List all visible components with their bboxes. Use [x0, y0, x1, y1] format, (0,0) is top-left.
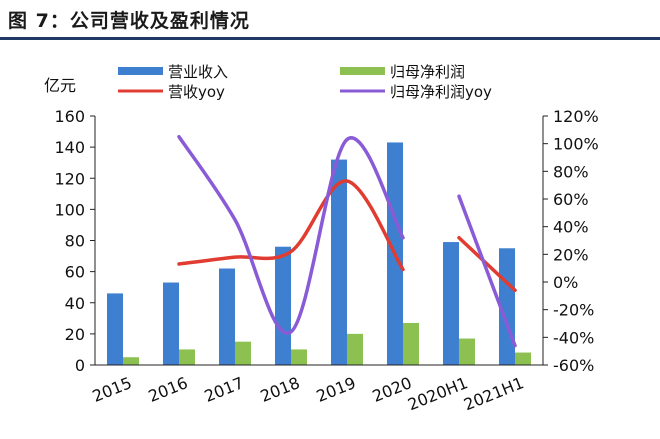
line-revenue-yoy-segment-0 — [177, 179, 405, 272]
chart-legend: 营业收入 归母净利润 营收yoy 归母净利润yoy — [118, 63, 492, 101]
y-axis-unit-label: 亿元 — [44, 76, 76, 95]
x-tick-label: 2015 — [90, 373, 135, 406]
y-left-tick-label: 140 — [54, 138, 85, 157]
y-right-tick-label: -40% — [553, 328, 594, 347]
bar-revenue-2016 — [163, 282, 179, 365]
bar-net-profit-2017 — [235, 341, 251, 365]
y-left-tick-label: 160 — [54, 107, 85, 126]
y-left-tick-label: 40 — [65, 294, 85, 313]
x-tick-label: 2021H1 — [461, 373, 526, 414]
bar-net-profit-2016 — [179, 349, 195, 365]
x-tick-label: 2019 — [314, 373, 359, 406]
y-right-tick-label: 40% — [553, 218, 589, 237]
legend-swatch-revenue — [118, 67, 163, 75]
bar-net-profit-2018 — [291, 349, 307, 365]
line-net-profit-yoy-segment-0 — [177, 135, 405, 335]
bar-revenue-2015 — [107, 293, 123, 365]
y-left-tick-label: 0 — [75, 356, 85, 375]
x-tick-label: 2017 — [202, 373, 247, 406]
bar-net-profit-2020H1 — [459, 338, 475, 365]
plot-area: 0 20 40 60 80 100 120 140 160 -60% -40% -20% 0% 20% 40… — [54, 107, 598, 414]
legend-label-net-profit-yoy: 归母净利润yoy — [390, 83, 492, 101]
bar-net-profit-2021H1 — [515, 352, 531, 365]
bar-revenue-2017 — [219, 268, 235, 365]
legend-label-revenue: 营业收入 — [168, 63, 228, 81]
x-tick-label: 2020H1 — [405, 373, 470, 414]
line-revenue-yoy-segment-1 — [457, 235, 517, 293]
y-right-tick-label: -60% — [553, 356, 594, 375]
bar-revenue-2018 — [275, 246, 291, 365]
y-left-tick-label: 60 — [65, 263, 85, 282]
y-right-tick-label: 100% — [553, 135, 599, 154]
figure-title: 图 7：公司营收及盈利情况 — [8, 10, 250, 32]
bar-net-profit-2015 — [123, 357, 139, 365]
y-right-tick-label: 20% — [553, 245, 589, 264]
y-left-tick-label: 80 — [65, 232, 85, 251]
y-left-tick-label: 100 — [54, 200, 85, 219]
y-right-tick-label: 60% — [553, 190, 589, 209]
y-left-tick-label: 20 — [65, 325, 85, 344]
bar-net-profit-2019 — [347, 333, 363, 365]
y-left-tick-label: 120 — [54, 169, 85, 188]
bar-net-profit-2020 — [403, 322, 419, 365]
bar-revenue-2020H1 — [443, 242, 459, 365]
y-right-tick-label: 80% — [553, 162, 589, 181]
legend-label-net-profit: 归母净利润 — [390, 63, 465, 81]
y-right-tick-label: -20% — [553, 301, 594, 320]
x-tick-label: 2018 — [258, 373, 303, 406]
figure-title-bar: 图 7：公司营收及盈利情况 — [0, 0, 660, 40]
line-net-profit-yoy-segment-1 — [457, 194, 517, 348]
y-right-tick-label: 0% — [553, 273, 578, 292]
bar-revenue-2019 — [331, 159, 347, 365]
title-underline — [0, 37, 660, 40]
legend-swatch-net-profit — [340, 67, 385, 75]
legend-label-revenue-yoy: 营收yoy — [168, 83, 225, 101]
y-right-tick-label: 120% — [553, 107, 599, 126]
x-tick-label: 2016 — [146, 373, 191, 406]
combo-chart: 营业收入 归母净利润 营收yoy 归母净利润yoy 亿元 0 20 40 60 80 10… — [44, 63, 599, 414]
